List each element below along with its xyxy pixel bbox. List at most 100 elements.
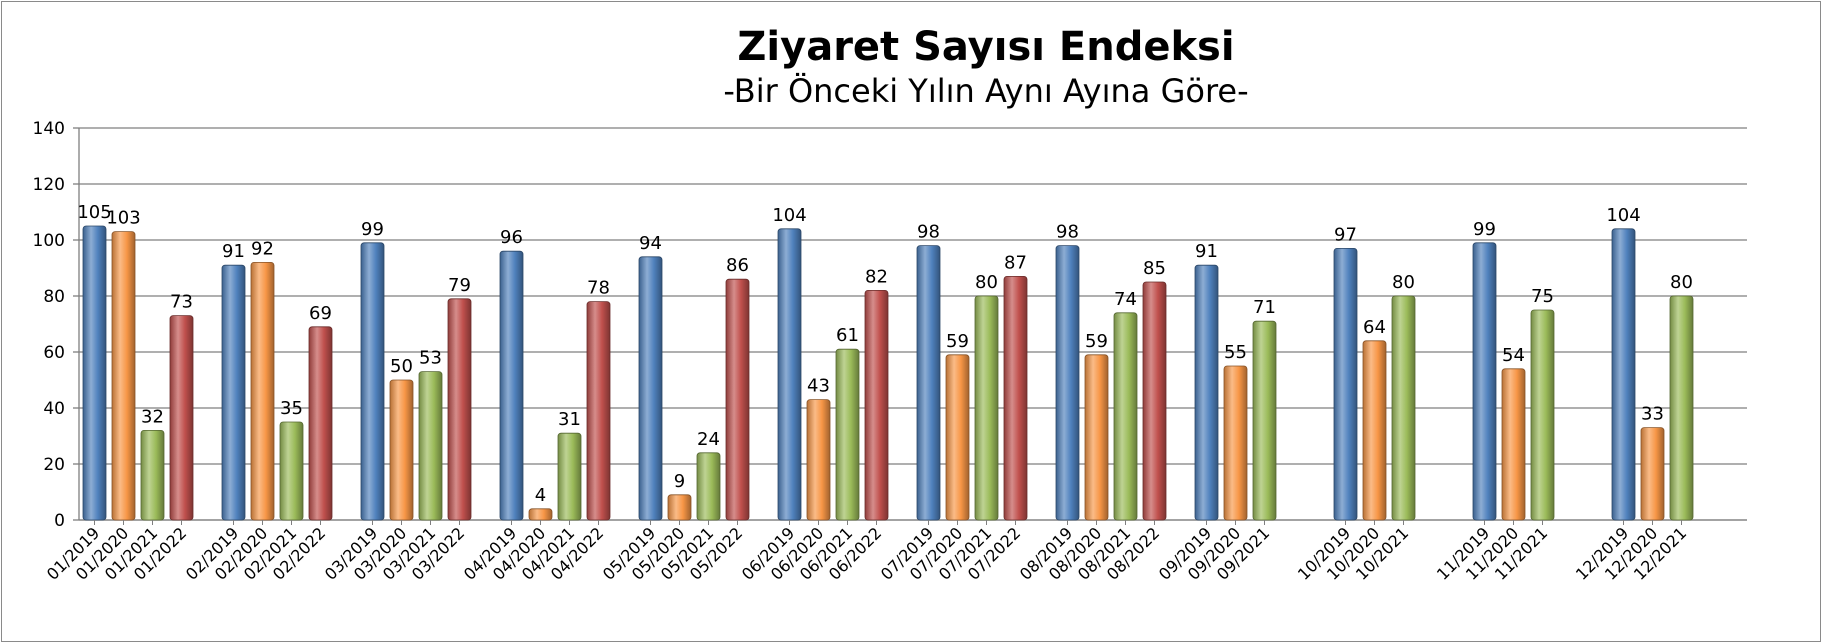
bar-06-2021 <box>835 348 860 521</box>
bar-11-2021 <box>1530 309 1555 521</box>
data-label: 64 <box>1363 317 1386 338</box>
bar-01-2020 <box>111 231 136 521</box>
bar-09-2021 <box>1252 320 1277 521</box>
data-label: 59 <box>1085 331 1108 352</box>
bar-07-2020 <box>945 354 970 521</box>
data-label: 97 <box>1334 224 1357 245</box>
data-label: 4 <box>535 485 546 506</box>
axes: 0 20 40 60 80 100 120 140 <box>33 119 1747 531</box>
bar-08-2020 <box>1084 354 1109 521</box>
bar-02-2020 <box>250 261 275 521</box>
bar-09-2020 <box>1223 365 1248 521</box>
data-label: 96 <box>500 227 523 248</box>
data-label: 98 <box>917 222 940 243</box>
bar-02-2021 <box>279 421 304 521</box>
data-label: 91 <box>222 241 245 262</box>
chart-subtitle: -Bir Önceki Yılın Aynı Ayına Göre- <box>723 72 1249 110</box>
data-label: 69 <box>309 303 332 324</box>
data-label: 92 <box>251 238 274 259</box>
bar-07-2022 <box>1003 275 1028 521</box>
bar-03-2021 <box>418 371 443 521</box>
data-label: 103 <box>106 208 140 229</box>
x-tick-labels: 01/201901/202001/202101/202202/201902/20… <box>43 520 1690 584</box>
bar-06-2020 <box>806 399 831 521</box>
bar-02-2022 <box>308 326 333 521</box>
data-label: 104 <box>1606 205 1640 226</box>
data-label: 98 <box>1056 222 1079 243</box>
y-tick-label: 100 <box>33 231 65 251</box>
data-label: 24 <box>697 429 720 450</box>
bar-05-2019 <box>638 256 663 521</box>
data-label: 31 <box>558 409 581 430</box>
bar-04-2020 <box>528 508 553 521</box>
gridlines <box>79 127 1747 521</box>
bar-08-2021 <box>1113 312 1138 521</box>
bar-09-2019 <box>1194 264 1219 521</box>
bar-07-2019 <box>916 245 941 521</box>
data-label: 73 <box>170 292 193 313</box>
bar-04-2021 <box>557 432 582 521</box>
y-tick-label: 20 <box>43 455 65 475</box>
bar-03-2020 <box>389 379 414 521</box>
bar-01-2021 <box>140 429 165 521</box>
bar-03-2022 <box>447 298 472 521</box>
data-label: 105 <box>77 202 111 223</box>
bar-10-2020 <box>1362 340 1387 521</box>
y-tick-label: 60 <box>43 343 65 363</box>
data-label: 85 <box>1143 258 1166 279</box>
bar-01-2022 <box>169 315 194 521</box>
data-label: 50 <box>390 356 413 377</box>
bar-12-2019 <box>1611 228 1636 521</box>
bar-12-2021 <box>1669 295 1694 521</box>
bar-05-2020 <box>667 494 692 521</box>
data-label: 35 <box>280 398 303 419</box>
data-label: 53 <box>419 348 442 369</box>
data-label: 99 <box>361 219 384 240</box>
data-label: 79 <box>448 275 471 296</box>
data-label: 71 <box>1253 297 1276 318</box>
bar-02-2019 <box>221 264 246 521</box>
bars <box>82 225 1694 521</box>
bar-12-2020 <box>1640 427 1665 521</box>
bar-07-2021 <box>974 295 999 521</box>
bar-01-2019 <box>82 225 107 521</box>
data-label: 43 <box>807 376 830 397</box>
bar-06-2022 <box>864 289 889 521</box>
bar-10-2019 <box>1333 247 1358 521</box>
y-tick-label: 140 <box>33 119 65 139</box>
data-label: 9 <box>674 471 685 492</box>
y-tick-label: 40 <box>43 399 65 419</box>
bar-04-2019 <box>499 250 524 521</box>
data-label: 80 <box>975 272 998 293</box>
data-label: 75 <box>1531 286 1554 307</box>
data-label: 82 <box>865 266 888 287</box>
data-label: 55 <box>1224 342 1247 363</box>
data-label: 74 <box>1114 289 1137 310</box>
chart-title: Ziyaret Sayısı Endeksi <box>737 24 1235 70</box>
data-label: 78 <box>587 278 610 299</box>
data-label: 61 <box>836 325 859 346</box>
y-tick-label: 80 <box>43 287 65 307</box>
bar-08-2019 <box>1055 245 1080 521</box>
bar-05-2021 <box>696 452 721 521</box>
data-label: 104 <box>772 205 806 226</box>
bar-04-2022 <box>586 301 611 521</box>
data-label: 86 <box>726 255 749 276</box>
data-label: 80 <box>1392 272 1415 293</box>
data-label: 87 <box>1004 252 1027 273</box>
data-label: 32 <box>141 406 164 427</box>
bar-03-2019 <box>360 242 385 521</box>
bar-11-2020 <box>1501 368 1526 521</box>
data-label: 59 <box>946 331 969 352</box>
data-label: 54 <box>1502 345 1525 366</box>
y-tick-label: 120 <box>33 175 65 195</box>
bar-11-2019 <box>1472 242 1497 521</box>
data-label: 33 <box>1641 404 1664 425</box>
data-label: 80 <box>1670 272 1693 293</box>
data-label: 91 <box>1195 241 1218 262</box>
bar-05-2022 <box>725 278 750 521</box>
data-label: 99 <box>1473 219 1496 240</box>
